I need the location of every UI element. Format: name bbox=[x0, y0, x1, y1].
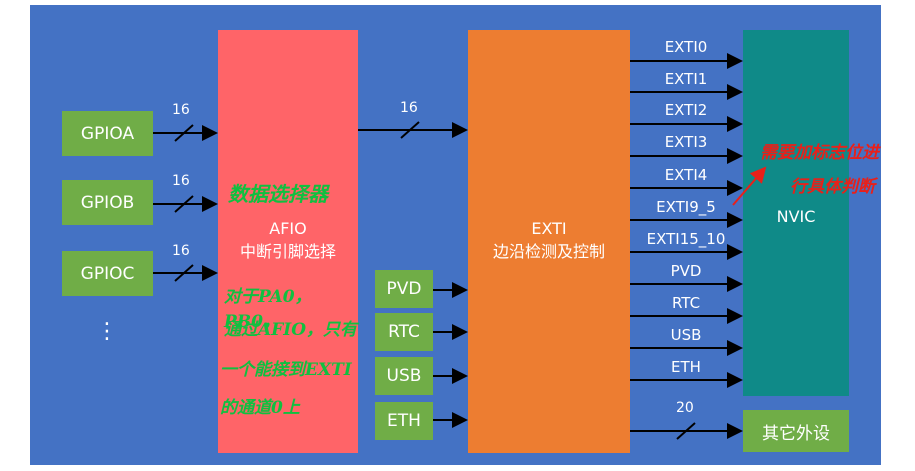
pvd-input-label: PVD bbox=[386, 279, 422, 299]
gpiob-box: GPIOB bbox=[62, 180, 153, 225]
afio-box: 数据选择器 AFIO 中断引脚选择 对于PA0，PB0， 通过AFIO，只有 一… bbox=[218, 30, 358, 453]
nvic-handwritten-note-line-2: 行具体判断 bbox=[790, 177, 875, 197]
rtc-input-label: RTC bbox=[388, 322, 420, 342]
output-label-eth: ETH bbox=[671, 358, 701, 376]
output-label-exti9-5: EXTI9_5 bbox=[656, 198, 716, 216]
eth-input-box: ETH bbox=[375, 402, 433, 440]
pvd-input-box: PVD bbox=[375, 270, 433, 308]
output-label-exti3: EXTI3 bbox=[664, 133, 708, 151]
eth-input-label: ETH bbox=[387, 411, 421, 431]
afio-handwritten-note-top: 数据选择器 bbox=[228, 182, 328, 206]
nvic-handwritten-note-line-1: 需要加标志位进 bbox=[760, 143, 879, 163]
output-label-rtc: RTC bbox=[671, 294, 701, 312]
gpioa-box: GPIOA bbox=[62, 111, 153, 156]
output-label-exti1: EXTI1 bbox=[664, 70, 708, 88]
afio-exti-bus-slash bbox=[400, 121, 420, 139]
gpioa-bus-slash bbox=[174, 124, 194, 142]
gpioc-bus-slash bbox=[174, 264, 194, 282]
afio-exti-bus-width: 16 bbox=[400, 100, 418, 116]
output-label-exti4: EXTI4 bbox=[664, 166, 708, 184]
gpioc-label: GPIOC bbox=[80, 263, 135, 284]
afio-note-line-1: 对于PA0，PB0， bbox=[224, 287, 312, 332]
gpiob-label: GPIOB bbox=[80, 192, 135, 213]
gpioa-label: GPIOA bbox=[80, 123, 135, 144]
afio-note-line-3: 一个能接到EXTI bbox=[220, 360, 352, 380]
rtc-input-box: RTC bbox=[375, 313, 433, 351]
output-label-exti2: EXTI2 bbox=[664, 101, 708, 119]
gpiob-bus-slash bbox=[174, 195, 194, 213]
other-peripheral-bus-width: 20 bbox=[676, 400, 694, 416]
afio-subtitle: 中断引脚选择 bbox=[239, 242, 336, 261]
other-peripheral-bus-slash bbox=[676, 422, 696, 440]
ellipsis: ⋮ bbox=[96, 319, 118, 344]
exti-subtitle: 边沿检测及控制 bbox=[492, 242, 605, 261]
usb-input-label: USB bbox=[386, 366, 422, 386]
afio-note-line-2: 通过AFIO，只有 bbox=[224, 320, 358, 340]
gpiob-bus-width: 16 bbox=[172, 173, 190, 189]
output-label-usb: USB bbox=[670, 326, 702, 344]
usb-input-box: USB bbox=[375, 357, 433, 395]
other-peripheral-box: 其它外设 bbox=[743, 410, 849, 452]
gpioc-bus-width: 16 bbox=[172, 243, 190, 259]
nvic-annotation-arrow bbox=[732, 166, 767, 206]
output-label-pvd: PVD bbox=[670, 262, 702, 280]
exti-title: EXTI bbox=[531, 219, 567, 238]
output-label-exti15-10: EXTI15_10 bbox=[646, 230, 726, 248]
nvic-title: NVIC bbox=[776, 207, 816, 226]
exti-box: EXTI 边沿检测及控制 bbox=[468, 30, 630, 453]
output-label-exti0: EXTI0 bbox=[664, 38, 708, 56]
gpioa-bus-width: 16 bbox=[172, 102, 190, 118]
afio-note-line-4: 的通道0上 bbox=[220, 398, 300, 418]
gpioc-box: GPIOC bbox=[62, 251, 153, 296]
nvic-box: NVIC bbox=[743, 30, 849, 396]
afio-title: AFIO bbox=[269, 219, 307, 238]
diagram-background bbox=[30, 5, 881, 465]
other-peripheral-label: 其它外设 bbox=[762, 423, 830, 444]
